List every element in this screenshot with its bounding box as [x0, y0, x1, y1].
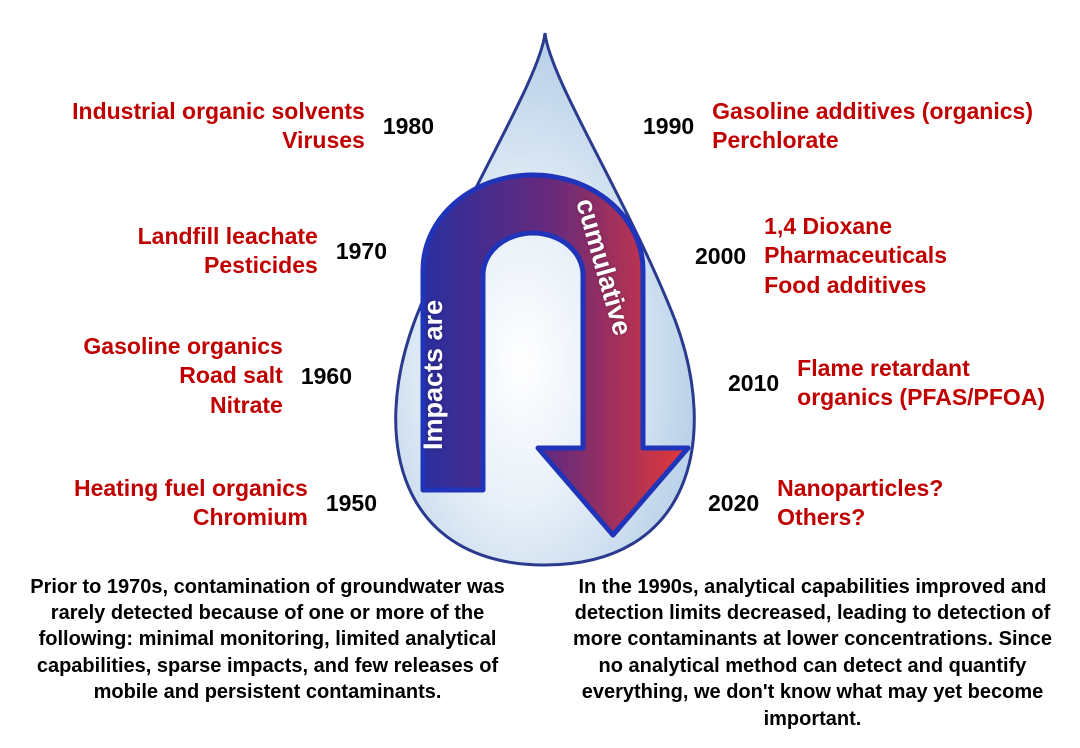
footer-text-left: Prior to 1970s, contamination of groundw… [16, 574, 519, 732]
contaminants-label: Flame retardantorganics (PFAS/PFOA) [797, 354, 1045, 413]
contaminants-label: Landfill leachatePesticides [138, 222, 318, 281]
timeline-item-left-3: Heating fuel organicsChromium1950 [0, 474, 395, 533]
timeline-item-left-2: Gasoline organicsRoad saltNitrate1960 [0, 332, 370, 420]
timeline-item-right-2: Flame retardantorganics (PFAS/PFOA)2010 [710, 354, 1080, 413]
contaminants-label: Industrial organic solventsViruses [72, 97, 365, 156]
arrow-label-cumulative: cumulative [569, 195, 638, 339]
contaminants-label: Heating fuel organicsChromium [74, 474, 308, 533]
contaminants-label: 1,4 DioxanePharmaceuticalsFood additives [764, 212, 947, 300]
timeline-item-left-0: Industrial organic solventsViruses1980 [0, 97, 452, 156]
timeline-item-right-1: 1,4 DioxanePharmaceuticalsFood additives… [677, 212, 1080, 300]
year-label: 1980 [365, 113, 452, 140]
year-label: 2020 [690, 490, 777, 517]
arrow-label-impacts: Impacts are [418, 300, 449, 450]
year-label: 1970 [318, 238, 405, 265]
footer-text-right: In the 1990s, analytical capabilities im… [561, 574, 1064, 732]
timeline-item-right-0: Gasoline additives (organics)Perchlorate… [625, 97, 1080, 156]
year-label: 1990 [625, 113, 712, 140]
year-label: 1960 [283, 363, 370, 390]
year-label: 1950 [308, 490, 395, 517]
cumulative-arrow-icon [363, 170, 706, 540]
footer: Prior to 1970s, contamination of groundw… [0, 574, 1080, 732]
contaminants-label: Gasoline organicsRoad saltNitrate [83, 332, 282, 420]
year-label: 2000 [677, 243, 764, 270]
timeline-item-left-1: Landfill leachatePesticides1970 [0, 222, 405, 281]
contaminants-label: Nanoparticles?Others? [777, 474, 943, 533]
timeline-item-right-3: Nanoparticles?Others?2020 [690, 474, 1080, 533]
year-label: 2010 [710, 370, 797, 397]
contaminants-label: Gasoline additives (organics)Perchlorate [712, 97, 1033, 156]
infographic-container: Impacts are cumulative Industrial organi… [0, 0, 1080, 748]
